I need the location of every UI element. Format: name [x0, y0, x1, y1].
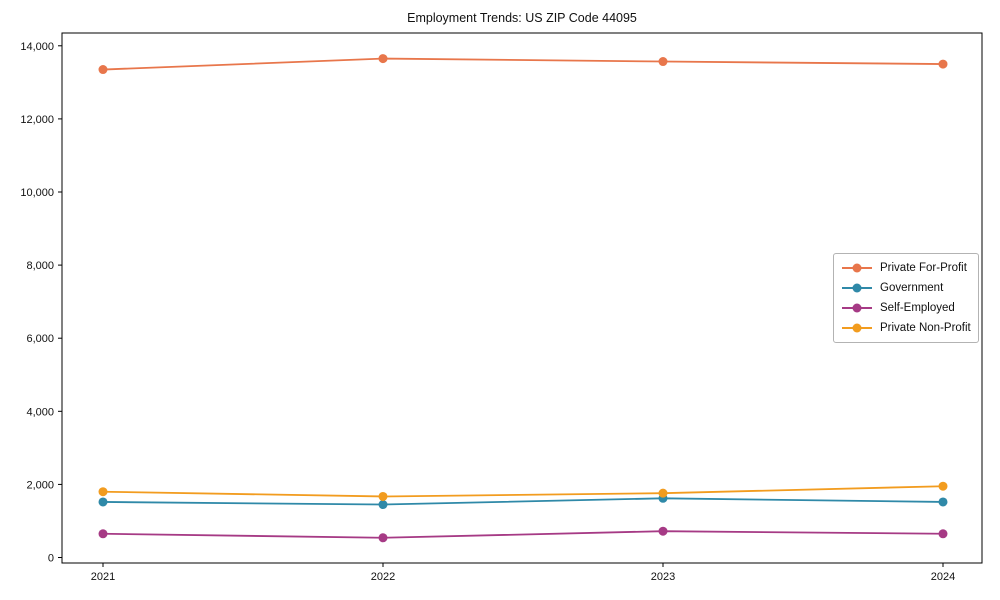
- plot-border: [61, 32, 983, 564]
- data-point-private-non-profit: [938, 481, 948, 491]
- y-tick-label: 14,000: [20, 41, 54, 53]
- x-tick-label: 2023: [651, 571, 675, 583]
- series-line-self-employed: [102, 530, 944, 539]
- legend: Private For-Profit Government Self-Employe…: [833, 253, 979, 343]
- series-line-private-for-profit: [102, 57, 944, 71]
- data-point-private-for-profit: [98, 65, 108, 75]
- series-line-private-non-profit: [102, 485, 944, 498]
- series-line-government: [102, 497, 944, 506]
- legend-marker-icon: [842, 263, 872, 273]
- y-tick-label: 4,000: [26, 406, 54, 418]
- legend-label: Government: [880, 282, 944, 294]
- data-point-government: [378, 500, 388, 510]
- legend-item-private-non-profit: Private Non-Profit: [842, 318, 971, 338]
- legend-item-self-employed: Self-Employed: [842, 298, 970, 318]
- y-tick-label: 12,000: [20, 114, 54, 126]
- legend-item-private-for-profit: Private For-Profit: [842, 258, 970, 278]
- legend-marker-icon: [842, 323, 872, 333]
- data-point-private-for-profit: [378, 54, 388, 64]
- legend-item-government: Government: [842, 278, 970, 298]
- data-point-self-employed: [378, 533, 388, 543]
- x-tick-label: 2024: [931, 571, 955, 583]
- legend-label: Self-Employed: [880, 302, 955, 314]
- data-point-government: [938, 497, 948, 507]
- data-point-self-employed: [938, 529, 948, 539]
- data-point-self-employed: [658, 526, 668, 536]
- data-point-self-employed: [98, 529, 108, 539]
- y-tick-label: 6,000: [26, 333, 54, 345]
- y-tick-label: 8,000: [26, 260, 54, 272]
- y-tick-label: 10,000: [20, 187, 54, 199]
- data-point-private-for-profit: [938, 59, 948, 69]
- legend-label: Private Non-Profit: [880, 322, 971, 334]
- legend-label: Private For-Profit: [880, 262, 967, 274]
- data-point-private-non-profit: [98, 487, 108, 497]
- y-tick-label: 0: [48, 553, 54, 565]
- data-point-private-non-profit: [378, 491, 388, 501]
- chart-title: Employment Trends: US ZIP Code 44095: [407, 11, 637, 25]
- y-tick-label: 2,000: [26, 479, 54, 491]
- legend-marker-icon: [842, 283, 872, 293]
- x-tick-label: 2021: [91, 571, 115, 583]
- data-point-private-for-profit: [658, 57, 668, 67]
- data-point-private-non-profit: [658, 488, 668, 498]
- legend-marker-icon: [842, 303, 872, 313]
- data-point-government: [98, 497, 108, 507]
- x-tick-label: 2022: [371, 571, 395, 583]
